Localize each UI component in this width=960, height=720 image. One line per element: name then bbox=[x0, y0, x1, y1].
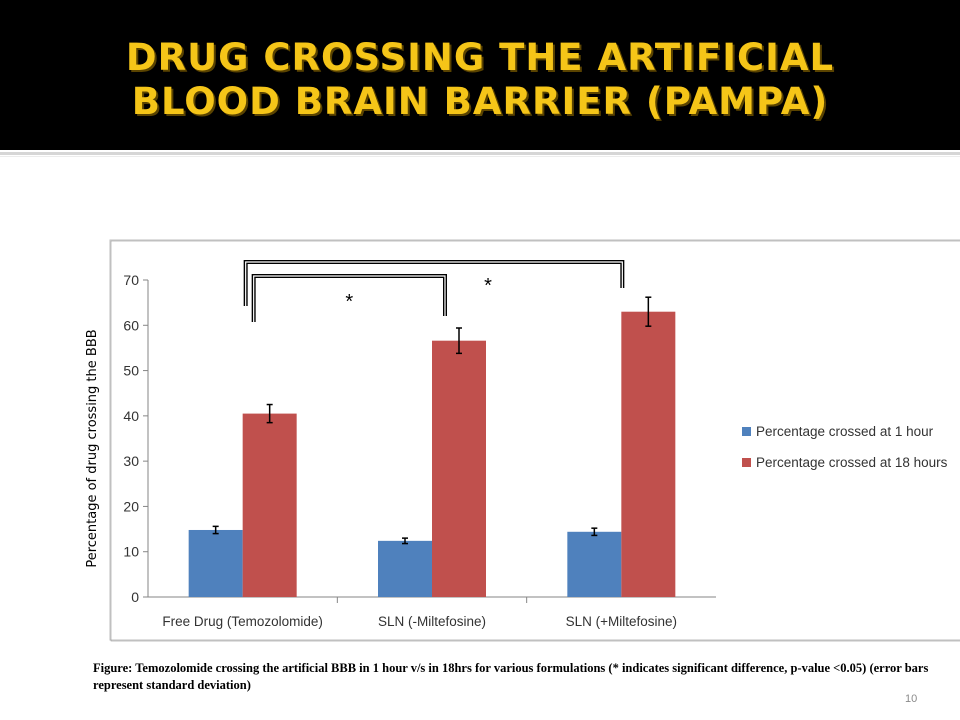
bar-18h bbox=[242, 413, 297, 597]
bar-18h bbox=[621, 311, 676, 597]
significance-marker: * bbox=[484, 275, 492, 297]
bar-1h bbox=[188, 529, 243, 597]
title-bar: DRUG CROSSING THE ARTIFICIAL BLOOD BRAIN… bbox=[0, 0, 960, 150]
legend-swatch-1h bbox=[742, 427, 751, 436]
slide-title: DRUG CROSSING THE ARTIFICIAL BLOOD BRAIN… bbox=[125, 36, 835, 123]
figure-caption: Figure: Temozolomide crossing the artifi… bbox=[93, 661, 929, 692]
y-tick-label: 60 bbox=[123, 317, 139, 333]
significance-marker: * bbox=[345, 291, 353, 313]
x-category-label: SLN (+Miltefosine) bbox=[566, 614, 677, 629]
y-axis-label: Percentage of drug crossing the BBB bbox=[85, 329, 100, 567]
legend-swatch-18h bbox=[742, 458, 751, 467]
bar-1h bbox=[378, 540, 432, 597]
legend-label-1h: Percentage crossed at 1 hour bbox=[756, 424, 934, 439]
chart-frame-shadow bbox=[110, 240, 960, 642]
slide-number: 10 bbox=[905, 693, 918, 705]
bar-1h bbox=[567, 531, 622, 597]
bar-chart: 0 10 20 30 40 50 60 70 Percentage of drug crossi… bbox=[85, 239, 960, 642]
x-category-label: Free Drug (Temozolomide) bbox=[162, 614, 323, 629]
y-tick-label: 70 bbox=[123, 272, 139, 288]
legend-label-18h: Percentage crossed at 18 hours bbox=[756, 455, 948, 470]
title-divider bbox=[0, 152, 960, 155]
title-divider-light bbox=[0, 156, 960, 157]
significance-bracket-inner bbox=[253, 275, 446, 322]
y-tick-label: 40 bbox=[123, 408, 139, 424]
x-category-label: SLN (-Miltefosine) bbox=[378, 614, 486, 629]
y-tick-label: 20 bbox=[123, 498, 139, 514]
y-tick-label: 50 bbox=[123, 363, 139, 379]
y-tick-label: 0 bbox=[131, 589, 139, 605]
y-tick-label: 30 bbox=[123, 453, 139, 469]
y-tick-label: 10 bbox=[123, 544, 139, 560]
bar-18h bbox=[432, 340, 486, 597]
significance-bracket-inner bbox=[245, 261, 623, 306]
